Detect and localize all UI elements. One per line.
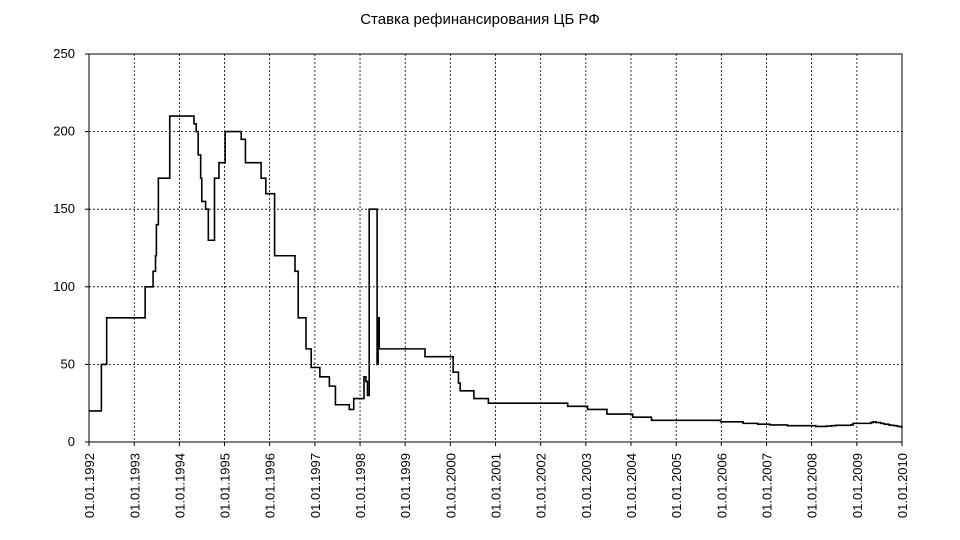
y-tick-label: 250 bbox=[53, 46, 75, 61]
x-tick-label: 01.01.1995 bbox=[218, 453, 233, 518]
x-tick-label: 01.01.2008 bbox=[805, 453, 820, 518]
x-tick-label: 01.01.2003 bbox=[579, 453, 594, 518]
x-tick-label: 01.01.1998 bbox=[353, 453, 368, 518]
series-line bbox=[89, 115, 903, 429]
x-tick-label: 01.01.1999 bbox=[398, 453, 413, 518]
x-tick-label: 01.01.2000 bbox=[443, 453, 458, 518]
x-tick-label: 01.01.2010 bbox=[895, 453, 910, 518]
plot-area-border bbox=[88, 53, 903, 443]
x-axis-tick-labels: 01.01.1992 01.01.1993 01.01.1994 01.01.1995… bbox=[82, 453, 910, 518]
x-tick-label: 01.01.1996 bbox=[263, 453, 278, 518]
x-tick-label: 01.01.2006 bbox=[714, 453, 729, 518]
y-tick-label: 100 bbox=[53, 279, 75, 294]
x-tick-label: 01.01.2002 bbox=[534, 453, 549, 518]
x-tick-label: 01.01.1993 bbox=[127, 453, 142, 518]
x-tick-label: 01.01.2009 bbox=[850, 453, 865, 518]
x-tick-label: 01.01.1994 bbox=[172, 453, 187, 518]
x-tick-label: 01.01.2005 bbox=[669, 453, 684, 518]
y-tick-label: 200 bbox=[53, 124, 75, 139]
chart-title: Ставка рефинансирования ЦБ РФ bbox=[360, 11, 600, 28]
y-tick-label: 150 bbox=[53, 201, 75, 216]
x-tick-label: 01.01.1997 bbox=[308, 453, 323, 518]
x-tick-label: 01.01.2001 bbox=[489, 453, 504, 518]
y-tick-label: 50 bbox=[61, 356, 75, 371]
x-tick-label: 01.01.2004 bbox=[624, 453, 639, 518]
series-line-layer bbox=[89, 115, 903, 429]
y-axis-tick-labels: 0 50 100 150 200 250 bbox=[53, 46, 75, 449]
x-tick-label: 01.01.1992 bbox=[82, 453, 97, 518]
plot-area-frame bbox=[85, 53, 903, 446]
y-tick-label: 0 bbox=[68, 434, 75, 449]
grid-lines bbox=[89, 53, 902, 442]
x-tick-label: 01.01.2007 bbox=[759, 453, 774, 518]
